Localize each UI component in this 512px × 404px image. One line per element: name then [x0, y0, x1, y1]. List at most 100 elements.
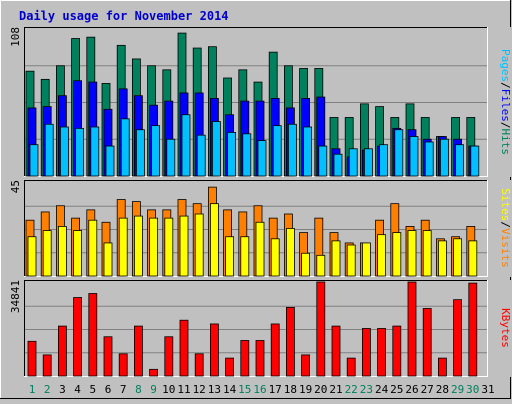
bar-sites-day-16: [255, 221, 265, 277]
bar-kbytes-day-11: [179, 319, 189, 377]
bar-kbytes-day-27: [422, 308, 432, 377]
legend-kbytes: KBytes: [499, 308, 512, 348]
bar-sites-day-10: [164, 217, 174, 277]
day-label-10: 10: [162, 383, 175, 396]
day-label-1: 1: [29, 383, 36, 396]
bar-pages-day-11: [181, 114, 191, 177]
bar-pages-day-25: [394, 129, 404, 177]
bar-pages-day-22: [348, 148, 358, 177]
day-label-13: 13: [208, 383, 221, 396]
day-label-4: 4: [74, 383, 81, 396]
bar-pages-day-2: [44, 123, 54, 177]
bar-kbytes-day-18: [285, 306, 295, 377]
bar-sites-day-30: [468, 240, 478, 277]
bar-sites-day-8: [133, 215, 143, 277]
bar-kbytes-day-24: [377, 328, 387, 377]
bar-kbytes-day-19: [301, 354, 311, 377]
bar-sites-day-13: [209, 203, 219, 277]
bar-pages-day-15: [242, 133, 252, 177]
bar-sites-day-23: [361, 242, 371, 277]
legend-separator: /: [499, 221, 512, 228]
legend-visits: Visits: [499, 228, 512, 268]
day-label-22: 22: [345, 383, 358, 396]
bar-kbytes-day-15: [240, 340, 250, 377]
bar-kbytes-day-30: [468, 282, 478, 377]
bar-sites-day-26: [407, 230, 417, 277]
legend-files: Files: [499, 89, 512, 122]
bar-pages-day-4: [75, 127, 84, 177]
bar-kbytes-day-16: [255, 340, 265, 377]
y-max-label-2: 45: [9, 180, 22, 193]
bar-pages-day-8: [135, 129, 145, 177]
bar-pages-day-12: [196, 134, 206, 177]
bar-kbytes-day-9: [149, 368, 159, 377]
bar-pages-day-26: [409, 136, 419, 177]
bar-kbytes-day-20: [316, 281, 326, 377]
bar-pages-day-9: [151, 125, 161, 177]
bar-pages-day-29: [455, 144, 465, 177]
day-label-5: 5: [89, 383, 96, 396]
bar-sites-day-3: [58, 225, 67, 277]
bar-pages-day-19: [303, 126, 313, 177]
day-label-12: 12: [193, 383, 206, 396]
bar-sites-day-22: [346, 244, 356, 277]
bar-sites-day-20: [316, 254, 326, 277]
day-axis-labels: 1 2 3 4 5 6 7 8 9 10 11 12 13 14 15 16 17 18 19 20 21 22 23 24 2…: [29, 383, 495, 396]
day-label-23: 23: [360, 383, 373, 396]
bar-kbytes-day-6: [103, 336, 113, 377]
y-max-label-3: 34841: [9, 280, 22, 313]
bar-sites-day-18: [285, 228, 295, 277]
day-label-29: 29: [451, 383, 464, 396]
bar-pages-day-14: [227, 132, 237, 177]
day-label-30: 30: [466, 383, 479, 396]
legend-pages: Pages: [499, 49, 512, 82]
bar-pages-day-18: [287, 123, 297, 177]
bar-pages-day-24: [379, 144, 389, 177]
bar-pages-day-27: [424, 141, 434, 177]
bar-pages-day-3: [60, 126, 69, 177]
bar-sites-day-24: [377, 234, 387, 277]
day-label-18: 18: [284, 383, 297, 396]
day-label-21: 21: [329, 383, 342, 396]
day-label-20: 20: [314, 383, 327, 396]
legend-2: Sites/Visits: [499, 188, 512, 268]
bar-kbytes-day-3: [58, 325, 67, 377]
day-label-31: 31: [481, 383, 494, 396]
bar-kbytes-day-8: [133, 325, 143, 377]
bar-sites-day-9: [149, 217, 159, 277]
bar-kbytes-day-2: [42, 354, 52, 377]
bar-pages-day-5: [90, 126, 100, 177]
bar-pages-day-10: [166, 138, 176, 177]
day-label-15: 15: [238, 383, 251, 396]
bar-pages-day-28: [439, 138, 449, 177]
day-label-24: 24: [375, 383, 389, 396]
legend-hits: Hits: [499, 129, 512, 156]
bar-kbytes-day-25: [392, 325, 402, 377]
legend-separator: /: [499, 82, 512, 89]
day-label-2: 2: [44, 383, 51, 396]
bar-kbytes-day-7: [118, 353, 128, 377]
bar-pages-day-23: [363, 148, 373, 177]
bar-sites-day-19: [301, 252, 311, 277]
bar-kbytes-day-21: [331, 325, 341, 377]
bar-sites-day-27: [422, 230, 432, 277]
day-label-6: 6: [105, 383, 112, 396]
bar-kbytes-day-4: [73, 297, 82, 377]
legend-1: Pages/Files/Hits: [499, 49, 512, 155]
bar-pages-day-21: [333, 153, 343, 177]
bar-kbytes-day-23: [361, 328, 371, 377]
day-label-16: 16: [253, 383, 266, 396]
bar-sites-day-28: [437, 240, 447, 277]
chart-title: Daily usage for November 2014: [19, 9, 229, 23]
bar-kbytes-day-14: [225, 357, 235, 377]
bar-sites-day-4: [73, 230, 82, 277]
bar-sites-day-25: [392, 232, 402, 277]
day-label-11: 11: [177, 383, 190, 396]
day-label-7: 7: [120, 383, 127, 396]
bar-pages-day-16: [257, 140, 267, 177]
bar-kbytes-day-1: [27, 340, 37, 377]
day-label-28: 28: [436, 383, 449, 396]
